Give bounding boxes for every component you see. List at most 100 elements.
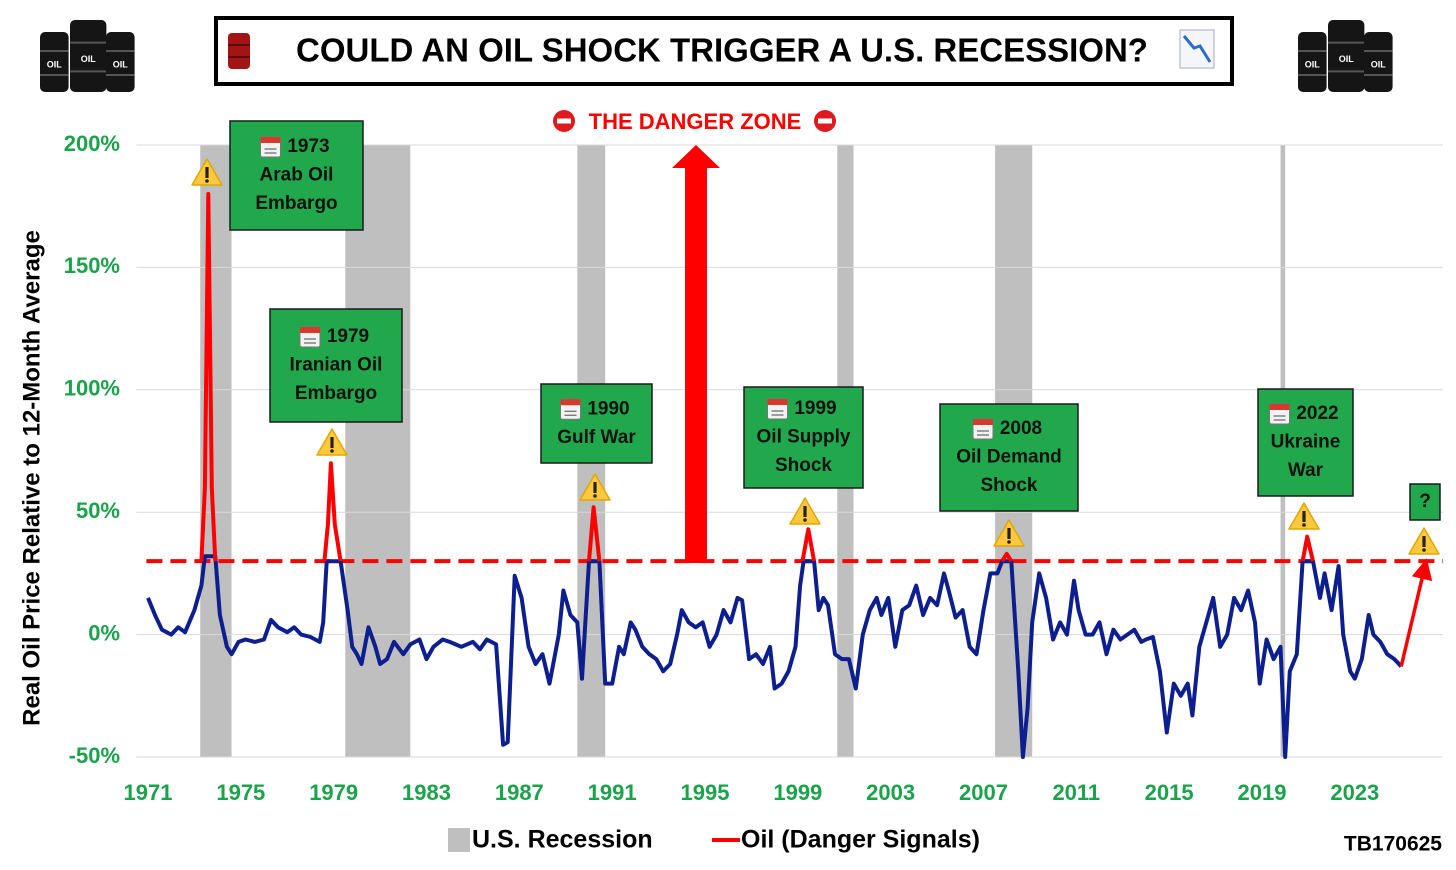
x-tick-label: 2007 <box>959 780 1008 805</box>
warning-dot <box>1007 540 1011 544</box>
y-axis-label: Real Oil Price Relative to 12-Month Aver… <box>18 230 45 726</box>
annotation-text: Shock <box>775 455 832 476</box>
x-tick-label: 1987 <box>495 780 544 805</box>
annotation-text: 2008 <box>1000 418 1042 439</box>
warning-dot <box>1302 523 1306 527</box>
barrel-label: OIL <box>113 59 129 69</box>
x-tick-label: 1999 <box>773 780 822 805</box>
barrel-label: OIL <box>47 59 63 69</box>
source-label: TB170625 <box>1344 833 1442 856</box>
title-barrel-icon <box>228 33 250 69</box>
annotation-text: War <box>1288 460 1324 481</box>
warning-mark <box>1422 536 1426 547</box>
barrel-label: OIL <box>81 54 97 64</box>
warning-mark <box>330 437 334 448</box>
legend-label: Oil (Danger Signals) <box>741 826 980 854</box>
warning-dot <box>1422 548 1426 552</box>
barrel-band <box>1364 50 1393 52</box>
annotation-box <box>269 308 403 423</box>
barrel-band <box>40 50 69 52</box>
legend-swatch <box>448 828 470 852</box>
annotation-text: ? <box>1419 491 1431 512</box>
warning-dot <box>205 179 209 183</box>
data-line <box>199 192 1315 563</box>
barrel-band <box>40 74 69 76</box>
barrel-label: OIL <box>1371 59 1387 69</box>
y-tick-label: 100% <box>64 376 120 401</box>
barrel-band <box>70 70 107 73</box>
chart-title: COULD AN OIL SHOCK TRIGGER A U.S. RECESS… <box>296 32 1148 69</box>
annotation-text: Embargo <box>295 383 377 404</box>
annotation-text: Ukraine <box>1271 432 1341 453</box>
annotation-box <box>540 383 653 464</box>
y-tick-label: 0% <box>88 620 120 645</box>
x-tick-label: 1979 <box>309 780 358 805</box>
annotation-text: Oil Demand <box>956 447 1062 468</box>
title-chart-icon <box>1179 29 1215 69</box>
barrel-icon: OIL OIL OIL <box>40 20 135 92</box>
barrel-label: OIL <box>1339 54 1355 64</box>
warning-mark <box>1007 528 1011 539</box>
annotation-box <box>743 386 864 489</box>
warning-icon <box>579 473 611 501</box>
x-tick-label: 1983 <box>402 780 451 805</box>
annotation-box <box>1409 483 1441 521</box>
y-tick-label: 150% <box>64 253 120 278</box>
annotation-text: Oil Supply <box>757 427 851 448</box>
x-tick-label: 2015 <box>1145 780 1194 805</box>
barrel-band <box>1364 74 1393 76</box>
calendar-top <box>973 419 993 425</box>
legend-label: U.S. Recession <box>472 826 653 854</box>
annotation-text: Iranian Oil <box>290 355 383 376</box>
recession-band <box>345 145 411 757</box>
projection-arrow <box>1399 558 1433 667</box>
annotation-text: Embargo <box>255 193 337 214</box>
annotation-text: 1979 <box>327 326 369 347</box>
y-tick-label: 50% <box>76 498 120 523</box>
warning-dot <box>330 449 334 453</box>
warning-mark <box>205 167 209 178</box>
annotation-box <box>229 120 364 231</box>
annotation-text: 1999 <box>794 398 836 419</box>
x-tick-label: 2019 <box>1238 780 1287 805</box>
barrel <box>1298 32 1327 92</box>
danger-arrow <box>672 145 720 563</box>
barrel-band <box>1298 50 1327 52</box>
warning-icon <box>789 497 821 525</box>
warning-mark <box>593 482 597 493</box>
barrel-band <box>70 41 107 44</box>
calendar-top <box>767 399 788 405</box>
barrel <box>1364 32 1393 92</box>
warning-mark <box>1302 511 1306 522</box>
data-line <box>146 554 1403 759</box>
barrel-band <box>1328 41 1365 44</box>
stop-icon <box>553 110 575 132</box>
calendar-top <box>560 399 581 406</box>
danger-zone-label: THE DANGER ZONE <box>589 109 802 134</box>
warning-icon <box>1408 527 1440 555</box>
annotation-text: Arab Oil <box>260 165 334 186</box>
x-tick-label: 1975 <box>216 780 265 805</box>
x-tick-label: 2023 <box>1330 780 1379 805</box>
barrel-icon: OIL OIL OIL <box>1298 20 1393 92</box>
annotation-text: 1990 <box>587 398 629 419</box>
x-tick-label: 2011 <box>1052 780 1100 805</box>
calendar-top <box>260 137 281 143</box>
warning-icon <box>316 428 348 456</box>
barrel-label: OIL <box>1305 59 1321 69</box>
x-tick-label: 1971 <box>124 780 173 805</box>
barrel-band <box>1298 74 1327 76</box>
warning-dot <box>593 494 597 498</box>
x-tick-label: 1991 <box>588 780 637 805</box>
annotation-text: 2022 <box>1296 403 1338 424</box>
calendar-top <box>1269 404 1290 410</box>
warning-dot <box>803 518 807 522</box>
barrel-band <box>106 50 135 52</box>
annotation-text: Gulf War <box>557 427 636 448</box>
warning-icon <box>993 519 1025 547</box>
barrel-band <box>1328 70 1365 73</box>
barrel <box>1328 20 1365 92</box>
barrel-band <box>106 74 135 76</box>
barrel <box>40 32 69 92</box>
